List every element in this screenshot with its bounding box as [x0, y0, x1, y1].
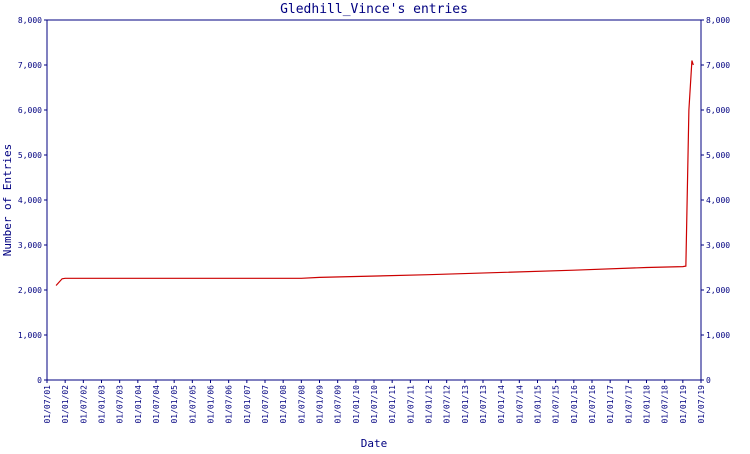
- x-tick-label: 01/01/07: [243, 385, 252, 424]
- x-tick-label: 01/01/17: [606, 385, 615, 424]
- y-tick-label: 3,000: [18, 241, 42, 250]
- y-tick-label: 1,000: [18, 331, 42, 340]
- y2-tick-label: 7,000: [706, 61, 730, 70]
- x-tick-label: 01/07/17: [624, 385, 633, 424]
- x-tick-label: 01/07/15: [552, 385, 561, 424]
- y-axis-label: Number of Entries: [1, 144, 14, 257]
- y2-tick-label: 6,000: [706, 106, 730, 115]
- y-tick-label: 6,000: [18, 106, 42, 115]
- x-tick-label: 01/01/16: [570, 385, 579, 424]
- y2-tick-label: 5,000: [706, 151, 730, 160]
- x-tick-label: 01/07/19: [697, 385, 706, 424]
- x-tick-label: 01/01/11: [388, 385, 397, 424]
- x-tick-label: 01/07/12: [443, 385, 452, 424]
- y2-tick-label: 8,000: [706, 16, 730, 25]
- x-tick-label: 01/07/07: [261, 385, 270, 424]
- chart-title: Gledhill_Vince's entries: [280, 2, 468, 17]
- x-tick-label: 01/07/14: [515, 385, 524, 424]
- x-tick-label: 01/07/06: [225, 385, 234, 424]
- x-tick-label: 01/07/04: [152, 385, 161, 424]
- x-tick-label: 01/01/03: [98, 385, 107, 424]
- x-tick-label: 01/01/02: [61, 385, 70, 424]
- y2-tick-label: 2,000: [706, 286, 730, 295]
- x-tick-label: 01/07/10: [370, 385, 379, 424]
- y2-tick-label: 4,000: [706, 196, 730, 205]
- y-tick-label: 5,000: [18, 151, 42, 160]
- x-tick-label: 01/01/04: [134, 385, 143, 424]
- x-tick-label: 01/07/13: [479, 385, 488, 424]
- x-tick-label: 01/07/02: [79, 385, 88, 424]
- x-tick-label: 01/07/18: [661, 385, 670, 424]
- y2-tick-label: 1,000: [706, 331, 730, 340]
- y-tick-label: 7,000: [18, 61, 42, 70]
- x-tick-label: 01/01/06: [207, 385, 216, 424]
- x-tick-label: 01/01/10: [352, 385, 361, 424]
- y-tick-label: 0: [37, 376, 42, 385]
- x-tick-label: 01/01/13: [461, 385, 470, 424]
- y2-tick-label: 3,000: [706, 241, 730, 250]
- data-line: [55, 60, 694, 286]
- y-tick-label: 8,000: [18, 16, 42, 25]
- y-tick-label: 4,000: [18, 196, 42, 205]
- x-axis-label: Date: [361, 437, 388, 450]
- y-tick-label: 2,000: [18, 286, 42, 295]
- x-tick-label: 01/07/05: [188, 385, 197, 424]
- x-tick-label: 01/01/19: [679, 385, 688, 424]
- x-tick-label: 01/07/11: [406, 385, 415, 424]
- x-tick-label: 01/07/16: [588, 385, 597, 424]
- x-tick-label: 01/07/08: [297, 385, 306, 424]
- x-tick-label: 01/01/09: [316, 385, 325, 424]
- x-tick-label: 01/07/03: [116, 385, 125, 424]
- y2-tick-label: 0: [706, 376, 711, 385]
- x-tick-label: 01/01/15: [534, 385, 543, 424]
- x-tick-label: 01/01/18: [643, 385, 652, 424]
- x-tick-label: 01/07/09: [334, 385, 343, 424]
- x-tick-label: 01/01/12: [425, 385, 434, 424]
- x-tick-label: 01/01/05: [170, 385, 179, 424]
- x-tick-label: 01/07/01: [43, 385, 52, 424]
- x-tick-label: 01/01/14: [497, 385, 506, 424]
- x-tick-label: 01/01/08: [279, 385, 288, 424]
